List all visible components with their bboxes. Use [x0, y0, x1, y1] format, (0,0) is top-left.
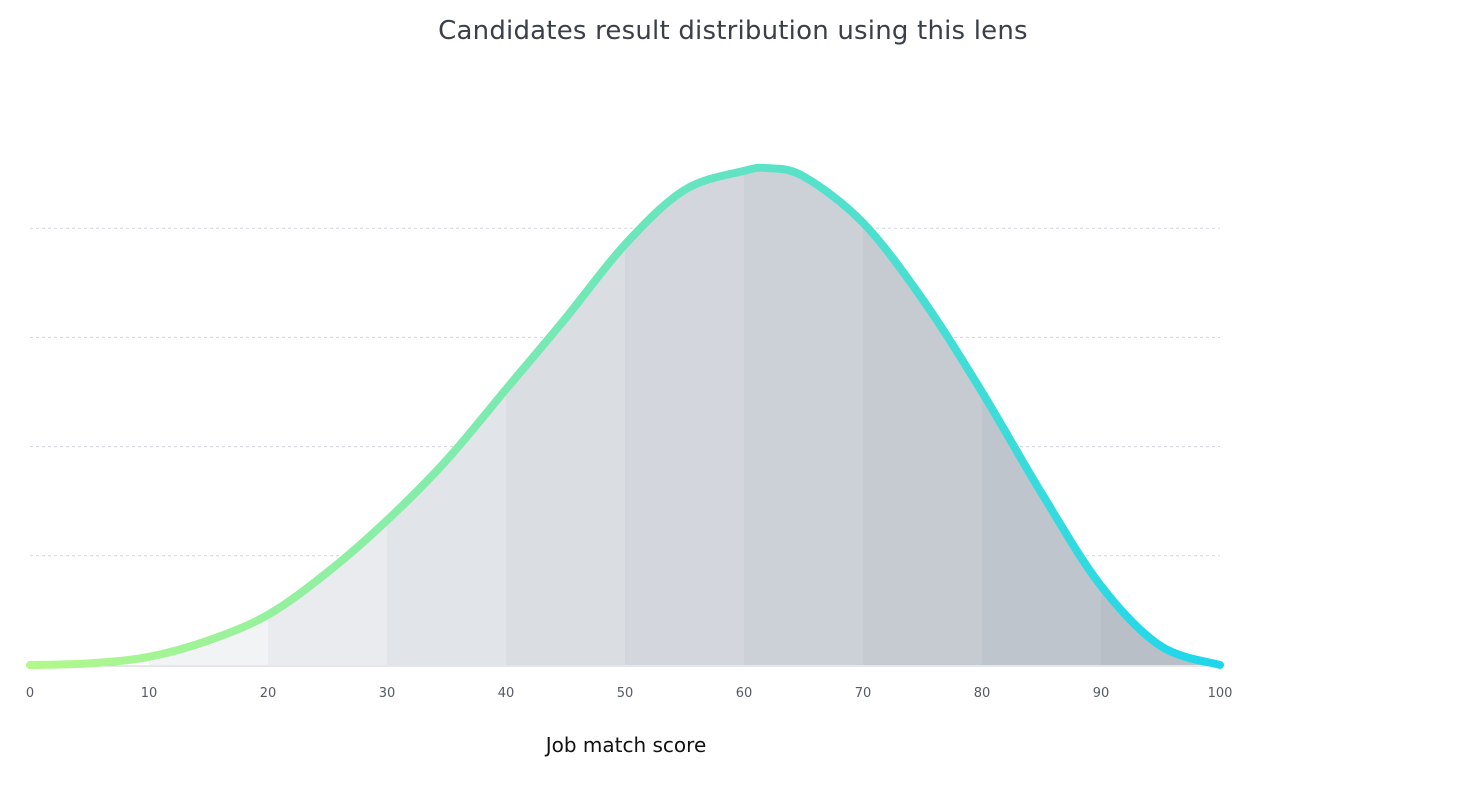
- band-90-100: [1101, 167, 1220, 665]
- band-20-30: [268, 167, 387, 665]
- band-60-70: [744, 167, 863, 665]
- x-tick-label: 20: [260, 686, 277, 701]
- x-tick-label: 90: [1093, 686, 1110, 701]
- band-40-50: [506, 167, 625, 665]
- chart-title: Candidates result distribution using thi…: [438, 16, 1028, 46]
- x-tick-labels: 0 10 20 30 40 50 60 70 80 90 100: [26, 686, 1233, 701]
- x-tick-label: 10: [141, 686, 158, 701]
- band-80-90: [982, 167, 1101, 665]
- x-tick-label: 60: [736, 686, 753, 701]
- distribution-curve: [26, 163, 1224, 669]
- x-axis-label: Job match score: [545, 733, 707, 757]
- x-tick-label: 0: [26, 686, 34, 701]
- x-tick-label: 30: [379, 686, 396, 701]
- x-tick-label: 70: [855, 686, 872, 701]
- band-10-20: [149, 167, 268, 665]
- x-tick-label: 80: [974, 686, 991, 701]
- x-tick-label: 100: [1208, 686, 1233, 701]
- shaded-bands: [149, 167, 1220, 665]
- band-50-60: [625, 167, 744, 665]
- band-70-80: [863, 167, 982, 665]
- x-tick-label: 50: [617, 686, 634, 701]
- x-tick-label: 40: [498, 686, 515, 701]
- band-30-40: [387, 167, 506, 665]
